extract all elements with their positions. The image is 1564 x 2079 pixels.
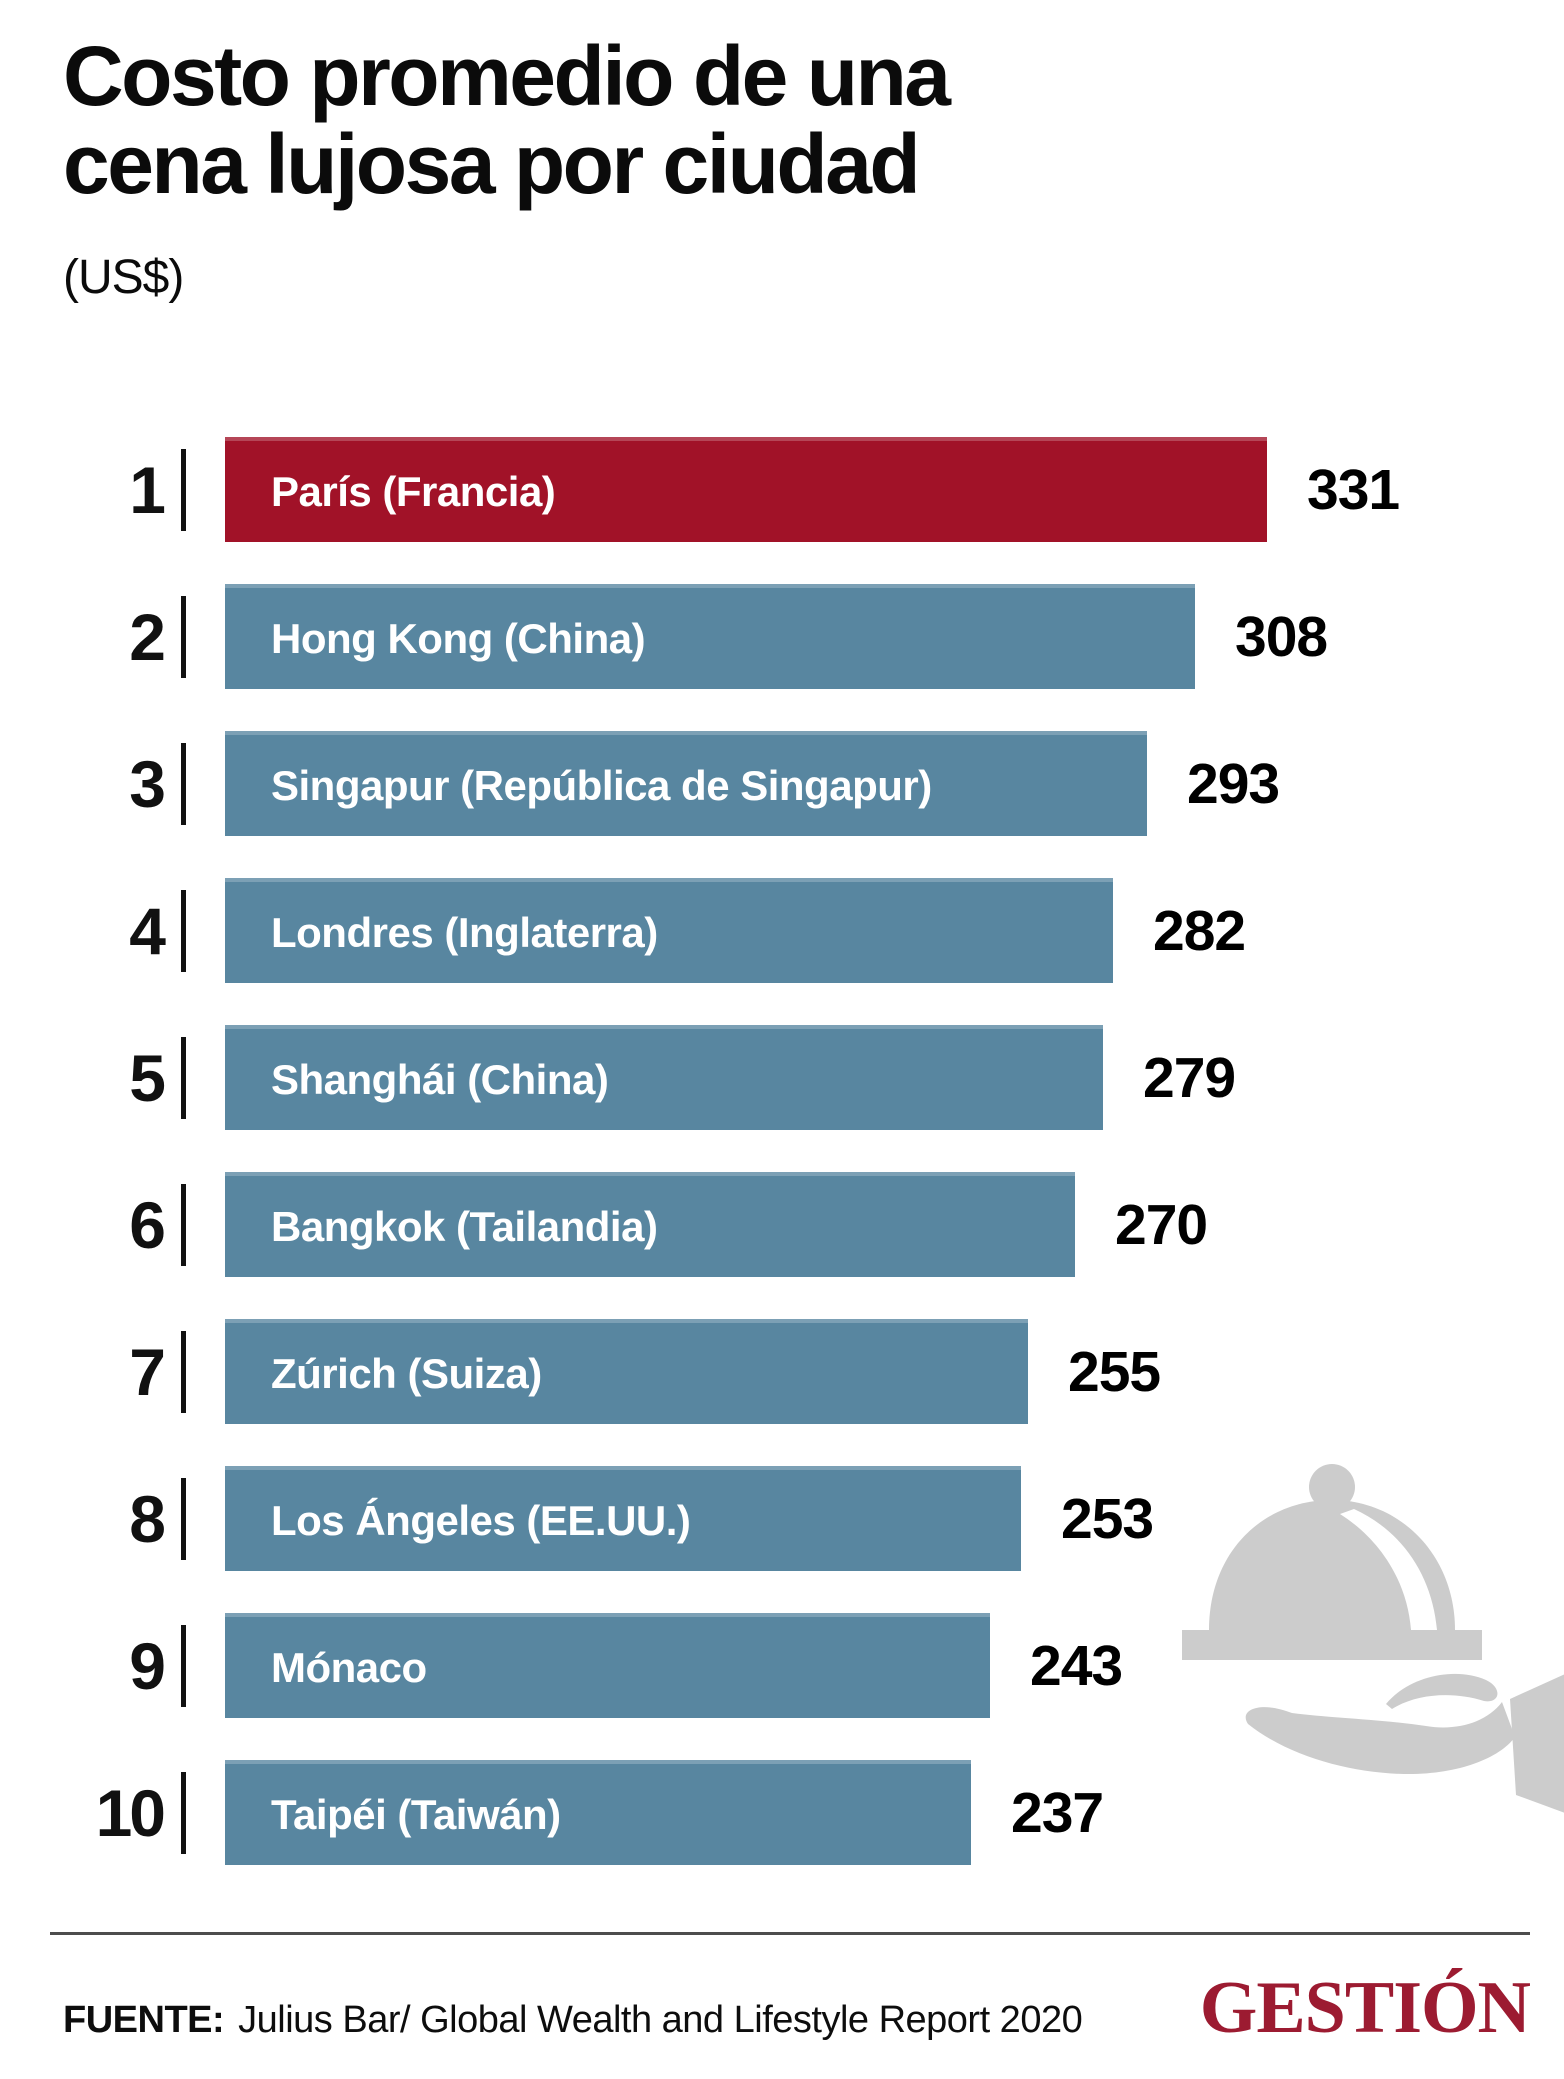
header: Costo promedio de una cena lujosa por ci… xyxy=(0,0,1564,305)
sleeve-cuff xyxy=(1510,1674,1564,1813)
rank-label: 2 xyxy=(129,599,166,674)
rank-tick xyxy=(181,1036,186,1119)
bar: Zúrich (Suiza) xyxy=(225,1319,1028,1425)
rank-label: 9 xyxy=(129,1628,166,1703)
bar-row: 8 Los Ángeles (EE.UU.) 253 xyxy=(63,1466,1564,1572)
value-label: 308 xyxy=(1235,604,1328,669)
city-label: París (Francia) xyxy=(271,467,556,515)
value-label: 243 xyxy=(1030,1633,1123,1698)
bar: París (Francia) xyxy=(225,437,1267,543)
bar: Singapur (República de Singapur) xyxy=(225,731,1147,837)
rank-label: 8 xyxy=(129,1481,166,1556)
value-label: 279 xyxy=(1143,1045,1236,1110)
city-label: Mónaco xyxy=(271,1643,427,1691)
serving-tray xyxy=(1182,1630,1482,1660)
city-label: Singapur (República de Singapur) xyxy=(271,761,932,809)
bar: Shanghái (China) xyxy=(225,1025,1103,1131)
source-line: FUENTE: Julius Bar/ Global Wealth and Lif… xyxy=(63,1999,1083,2042)
value-label: 253 xyxy=(1061,1486,1154,1551)
rank-tick xyxy=(181,1477,186,1560)
rank-label: 4 xyxy=(129,893,166,968)
bar-row: 9 Mónaco 243 xyxy=(63,1613,1564,1719)
bar-rows: 1 París (Francia) 331 2 Hong Kong (China… xyxy=(63,437,1564,1866)
city-label: Bangkok (Tailandia) xyxy=(271,1202,658,1250)
cloche-tray-hand-icon xyxy=(1182,1464,1564,1813)
bar-chart: 1 París (Francia) 331 2 Hong Kong (China… xyxy=(0,437,1564,1866)
city-label: Hong Kong (China) xyxy=(271,614,646,662)
bar: Hong Kong (China) xyxy=(225,584,1195,690)
bar-row: 6 Bangkok (Tailandia) 270 xyxy=(63,1172,1564,1278)
bar-row: 4 Londres (Inglaterra) 282 xyxy=(63,878,1564,984)
bar: Bangkok (Tailandia) xyxy=(225,1172,1075,1278)
cloche-dome xyxy=(1209,1500,1455,1630)
unit-label: (US$) xyxy=(63,251,184,305)
rank-label: 3 xyxy=(129,746,166,821)
page-title: Costo promedio de una cena lujosa por ci… xyxy=(63,29,951,212)
rank-label: 5 xyxy=(129,1040,166,1115)
value-label: 255 xyxy=(1068,1339,1161,1404)
city-label: Londres (Inglaterra) xyxy=(271,908,658,956)
source-label: FUENTE: xyxy=(63,1999,225,2041)
city-label: Shanghái (China) xyxy=(271,1055,609,1103)
bar-row: 5 Shanghái (China) 279 xyxy=(63,1025,1564,1131)
rank-tick xyxy=(181,1183,186,1266)
rank-tick xyxy=(181,742,186,825)
rank-label: 10 xyxy=(95,1775,166,1850)
rank-label: 1 xyxy=(129,452,166,527)
city-label: Los Ángeles (EE.UU.) xyxy=(271,1496,691,1544)
value-label: 282 xyxy=(1153,898,1246,963)
rank-tick xyxy=(181,1771,186,1854)
rank-tick xyxy=(181,889,186,972)
bar: Londres (Inglaterra) xyxy=(225,878,1113,984)
city-label: Taipéi (Taiwán) xyxy=(271,1790,561,1838)
bar-row: 2 Hong Kong (China) 308 xyxy=(63,584,1564,690)
footer-divider xyxy=(50,1932,1530,1935)
city-label: Zúrich (Suiza) xyxy=(271,1349,542,1397)
bar-row: 7 Zúrich (Suiza) 255 xyxy=(63,1319,1564,1425)
hand-thumb xyxy=(1386,1673,1498,1709)
rank-label: 7 xyxy=(129,1334,166,1409)
value-label: 270 xyxy=(1115,1192,1208,1257)
source-text: Julius Bar/ Global Wealth and Lifestyle … xyxy=(238,1999,1083,2041)
bar-row: 1 París (Francia) 331 xyxy=(63,437,1564,543)
rank-tick xyxy=(181,1330,186,1413)
footer: FUENTE: Julius Bar/ Global Wealth and Lif… xyxy=(0,1932,1564,2079)
dome-highlight xyxy=(1340,1509,1437,1630)
value-label: 331 xyxy=(1307,457,1400,522)
bar: Taipéi (Taiwán) xyxy=(225,1760,971,1866)
rank-label: 6 xyxy=(129,1187,166,1262)
value-label: 237 xyxy=(1011,1780,1104,1845)
bar-row: 3 Singapur (República de Singapur) 293 xyxy=(63,731,1564,837)
bar: Mónaco xyxy=(225,1613,990,1719)
hand-palm xyxy=(1245,1702,1515,1775)
value-label: 293 xyxy=(1187,751,1280,816)
cloche-knob xyxy=(1309,1464,1355,1510)
gestion-logo: GESTIÓN xyxy=(1199,1967,1531,2049)
bar-row: 10 Taipéi (Taiwán) 237 xyxy=(63,1760,1564,1866)
bar: Los Ángeles (EE.UU.) xyxy=(225,1466,1021,1572)
rank-tick xyxy=(181,448,186,531)
rank-tick xyxy=(181,1624,186,1707)
rank-tick xyxy=(181,595,186,678)
